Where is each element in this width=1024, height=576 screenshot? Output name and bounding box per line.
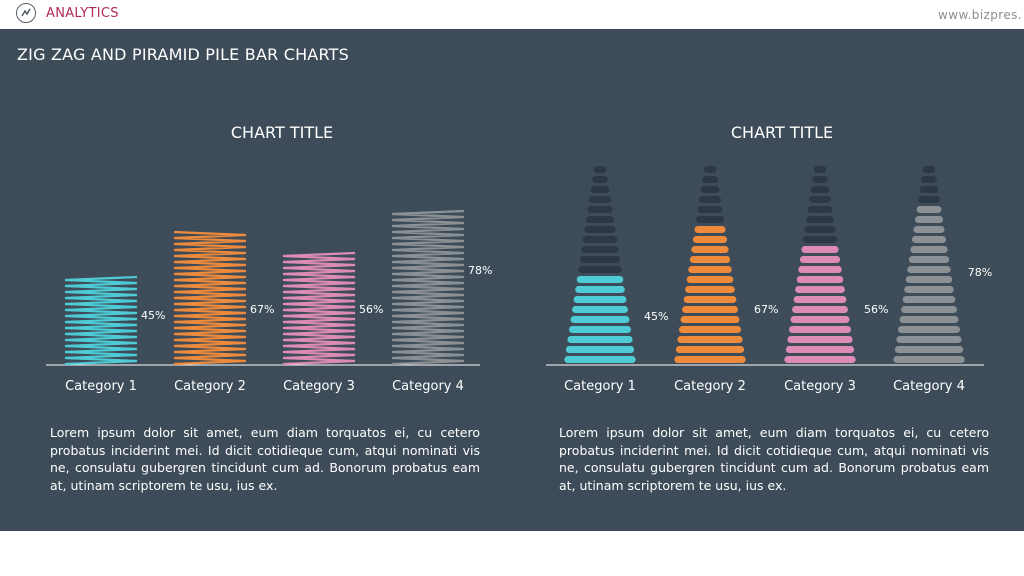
category-label-pyramid-2: Category 2 <box>674 379 746 394</box>
slide-panel: ZIG ZAG AND PIRAMID PILE BAR CHARTS CHAR… <box>0 29 1024 531</box>
section-label: ANALYTICS <box>46 6 119 21</box>
charts-canvas: 45% Category 1 67% Category 2 56% Category 3 7… <box>46 166 992 394</box>
zigzag-bar-3 <box>282 251 356 366</box>
value-label-pyramid-2: 67% <box>754 303 778 316</box>
slide-title: ZIG ZAG AND PIRAMID PILE BAR CHARTS <box>17 45 349 64</box>
category-label-zigzag-1: Category 1 <box>65 379 137 394</box>
description-right: Lorem ipsum dolor sit amet, eum diam tor… <box>559 425 989 493</box>
value-label-zigzag-3: 56% <box>359 303 383 316</box>
value-label-zigzag-1: 45% <box>141 309 165 322</box>
analytics-logo-icon <box>16 3 36 23</box>
category-label-pyramid-4: Category 4 <box>893 379 965 394</box>
pyramid-bar-2 <box>674 166 746 363</box>
category-label-zigzag-4: Category 4 <box>392 379 464 394</box>
category-label-zigzag-2: Category 2 <box>174 379 246 394</box>
category-label-pyramid-1: Category 1 <box>564 379 636 394</box>
value-label-pyramid-1: 45% <box>644 310 668 323</box>
category-label-pyramid-3: Category 3 <box>784 379 856 394</box>
pyramid-bar-1 <box>564 166 636 363</box>
site-url: www.bizpres. <box>938 8 1022 22</box>
value-label-zigzag-2: 67% <box>250 303 274 316</box>
zigzag-bar-1 <box>64 275 138 366</box>
chart-title-pyramid: CHART TITLE <box>730 123 834 142</box>
description-left: Lorem ipsum dolor sit amet, eum diam tor… <box>50 425 480 493</box>
zigzag-bar-2 <box>173 230 247 366</box>
value-label-pyramid-4: 78% <box>968 266 992 279</box>
top-bar: ANALYTICS www.bizpres. <box>0 0 1024 28</box>
pyramid-bar-4 <box>893 166 965 363</box>
value-label-zigzag-4: 78% <box>468 264 492 277</box>
pyramid-bar-3 <box>784 166 856 363</box>
zigzag-bar-4 <box>391 209 465 366</box>
chart-title-zigzag: CHART TITLE <box>230 123 334 142</box>
value-label-pyramid-3: 56% <box>864 303 888 316</box>
category-label-zigzag-3: Category 3 <box>283 379 355 394</box>
